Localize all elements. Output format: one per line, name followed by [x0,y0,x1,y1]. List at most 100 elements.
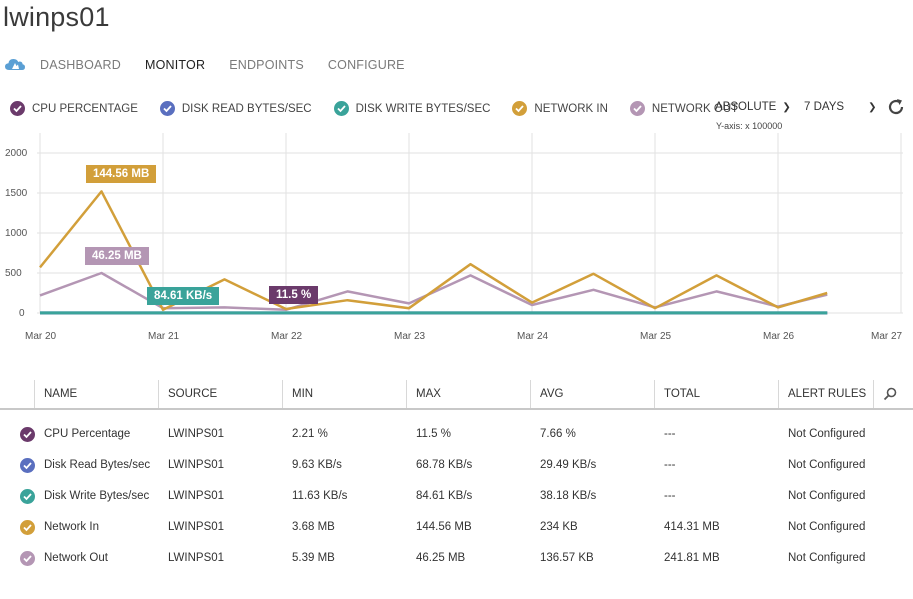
tab-dashboard[interactable]: DASHBOARD [40,58,121,72]
tooltip-network-in: 144.56 MB [86,165,157,183]
check-icon [159,101,175,116]
y-tick-label: 500 [5,268,22,279]
cell-alert-rules: Not Configured [788,552,866,564]
cell-max: 144.56 MB [416,521,472,533]
cell-total: --- [664,459,676,471]
range-dropdown[interactable]: 7 DAYS ❯ [804,101,876,113]
x-tick-label: Mar 27 [871,331,903,342]
cell-max: 84.61 KB/s [416,490,473,502]
scale-value: ABSOLUTE [715,101,777,113]
x-tick-label: Mar 20 [25,331,57,342]
cell-min: 2.21 % [292,428,328,440]
legend-network-out[interactable]: NETWORK OUT [629,101,739,116]
refresh-icon[interactable] [886,97,906,117]
cell-name: Disk Read Bytes/sec [44,459,151,471]
check-icon [333,101,349,116]
legend-disk-read[interactable]: DISK READ BYTES/SEC [159,101,312,116]
cell-avg: 38.18 KB/s [540,490,597,502]
page-title: lwinps01 [3,2,110,32]
cell-source: LWINPS01 [168,552,225,564]
cell-avg: 234 KB [540,521,578,533]
cell-avg: 29.49 KB/s [540,459,597,471]
cell-min: 5.39 MB [292,552,335,564]
legend-label: CPU PERCENTAGE [32,102,138,115]
legend-network-in[interactable]: NETWORK IN [512,101,608,116]
col-header-total[interactable]: TOTAL [654,380,778,408]
col-header-name[interactable]: NAME [34,380,158,408]
cell-alert-rules: Not Configured [788,428,866,440]
y-tick-label: 1000 [5,228,28,239]
tab-configure[interactable]: CONFIGURE [327,58,405,72]
check-icon[interactable] [20,458,35,473]
cell-total: --- [664,490,676,502]
tooltip-cpu: 11.5 % [269,286,319,304]
col-header-alert-rules[interactable]: ALERT RULES [778,380,873,408]
cell-total: --- [664,428,676,440]
cell-avg: 136.57 KB [540,552,594,564]
legend-label: NETWORK OUT [651,102,739,115]
cell-source: LWINPS01 [168,459,225,471]
cell-total: 241.81 MB [664,552,720,564]
table-row[interactable]: Disk Read Bytes/sec LWINPS01 9.63 KB/s 68.7… [0,450,913,481]
legend-label: DISK WRITE BYTES/SEC [355,102,491,115]
tab-monitor[interactable]: MONITOR [144,58,206,72]
tab-endpoints[interactable]: ENDPOINTS [229,58,304,72]
table-row[interactable]: Network Out LWINPS01 5.39 MB 46.25 MB 136.57… [0,543,913,574]
col-header-min[interactable]: MIN [282,380,406,408]
legend-disk-write[interactable]: DISK WRITE BYTES/SEC [333,101,491,116]
tooltip-disk-write: 84.61 KB/s [147,287,220,305]
range-value: 7 DAYS [804,101,845,113]
check-icon[interactable] [20,489,35,504]
cell-avg: 7.66 % [540,428,576,440]
cell-source: LWINPS01 [168,521,225,533]
cell-max: 46.25 MB [416,552,466,564]
table-row[interactable]: CPU Percentage LWINPS01 2.21 % 11.5 % 7.66 %… [0,419,913,450]
chart-legend: CPU PERCENTAGE DISK READ BYTES/SEC DISK … [10,101,760,116]
yaxis-scale-note: Y-axis: x 100000 [716,121,783,131]
x-tick-label: Mar 25 [640,331,672,342]
check-icon[interactable] [20,427,35,442]
col-header-avg[interactable]: AVG [530,380,654,408]
table-header: NAME SOURCE MIN MAX AVG TOTAL ALERT RULE… [0,380,913,410]
check-icon [10,101,25,116]
check-icon [512,101,528,116]
check-icon [629,101,645,116]
cell-alert-rules: Not Configured [788,490,866,502]
table-row[interactable]: Disk Write Bytes/sec LWINPS01 11.63 KB/s 84… [0,481,913,512]
cell-name: Disk Write Bytes/sec [44,490,150,502]
x-tick-label: Mar 26 [763,331,795,342]
cloud-service-icon [5,59,25,70]
cell-min: 3.68 MB [292,521,335,533]
cell-source: LWINPS01 [168,428,225,440]
cell-max: 68.78 KB/s [416,459,473,471]
y-tick-label: 2000 [5,148,28,159]
y-tick-label: 0 [19,308,25,319]
col-header-max[interactable]: MAX [406,380,530,408]
check-icon[interactable] [20,551,35,566]
x-tick-label: Mar 21 [148,331,180,342]
y-tick-label: 1500 [5,188,28,199]
legend-cpu-percentage[interactable]: CPU PERCENTAGE [10,101,138,116]
cell-name: Network Out [44,552,108,564]
cell-min: 11.63 KB/s [292,490,348,502]
x-tick-label: Mar 23 [394,331,426,342]
x-tick-label: Mar 22 [271,331,303,342]
cell-alert-rules: Not Configured [788,459,866,471]
search-button[interactable] [873,380,904,408]
main-nav: DASHBOARD MONITOR ENDPOINTS CONFIGURE [40,58,429,72]
tooltip-network-out: 46.25 MB [85,247,149,265]
cell-name: Network In [44,521,99,533]
cell-alert-rules: Not Configured [788,521,866,533]
x-tick-label: Mar 24 [517,331,549,342]
legend-label: NETWORK IN [534,102,608,115]
col-header-source[interactable]: SOURCE [158,380,282,408]
cell-source: LWINPS01 [168,490,225,502]
scale-dropdown[interactable]: ABSOLUTE ❯ [715,101,791,113]
cell-total: 414.31 MB [664,521,720,533]
chevron-down-icon: ❯ [782,102,791,113]
chevron-down-icon: ❯ [868,102,877,113]
cell-min: 9.63 KB/s [292,459,342,471]
check-icon[interactable] [20,520,35,535]
cell-max: 11.5 % [416,428,451,440]
table-row[interactable]: Network In LWINPS01 3.68 MB 144.56 MB 234 KB… [0,512,913,543]
